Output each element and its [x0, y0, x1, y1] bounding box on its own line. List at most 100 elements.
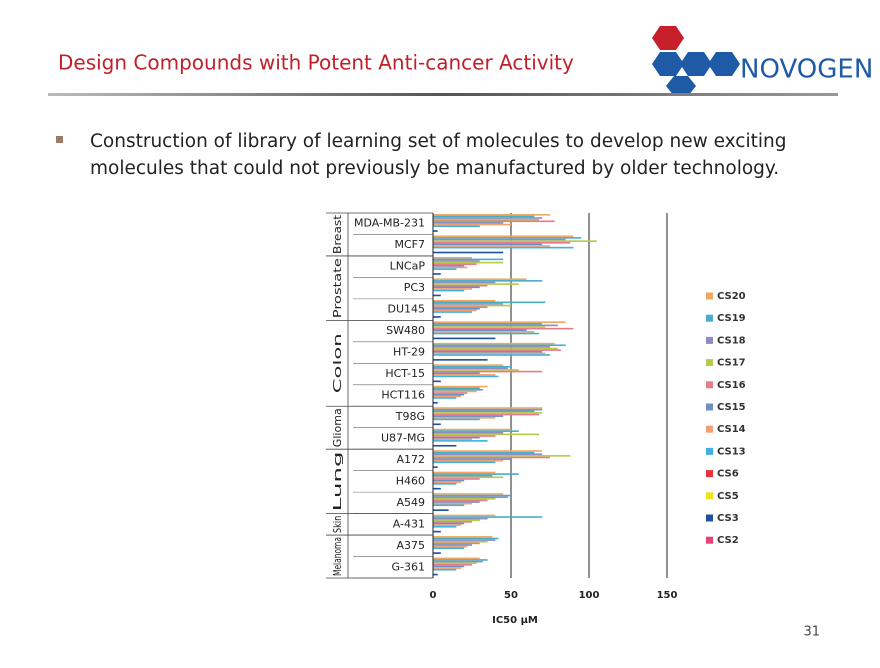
bar: [433, 564, 472, 566]
bar: [433, 367, 508, 370]
y-tick-label: H460: [396, 474, 425, 487]
logo-hex: [680, 52, 712, 76]
bar: [433, 354, 550, 356]
legend-label: CS16: [717, 380, 746, 391]
bar: [433, 542, 480, 545]
x-tick-label: 50: [504, 590, 518, 601]
bar: [433, 530, 441, 533]
bar: [433, 237, 582, 239]
group-label: Prostate: [331, 258, 344, 318]
legend-label: CS19: [717, 313, 746, 324]
bar: [433, 243, 543, 246]
bar: [433, 321, 566, 323]
bar: [433, 521, 472, 523]
bar: [433, 369, 519, 371]
bar: [433, 418, 480, 421]
bar: [433, 519, 480, 522]
bar: [433, 494, 511, 497]
bar: [433, 459, 504, 462]
bar: [433, 493, 504, 495]
legend-label: CS3: [717, 513, 739, 524]
y-tick-label: G-361: [392, 560, 426, 573]
bar: [433, 516, 543, 518]
bar: [433, 260, 480, 262]
bar: [433, 416, 496, 419]
y-tick-label: LNCaP: [390, 260, 426, 273]
y-tick-label: A172: [396, 453, 425, 466]
bar: [433, 235, 574, 238]
bar: [433, 240, 597, 242]
bar: [433, 408, 543, 411]
bar: [433, 544, 472, 546]
legend-label: CS13: [717, 446, 746, 457]
bar: [433, 499, 488, 502]
bar: [433, 350, 543, 353]
bar: [433, 545, 468, 548]
bar: [433, 324, 558, 327]
legend-swatch: [706, 425, 713, 433]
bar: [433, 301, 546, 304]
bar: [433, 387, 480, 390]
slide-title: Design Compounds with Potent Anti-cancer…: [58, 51, 574, 75]
y-tick-label: T98G: [395, 410, 425, 423]
bar: [433, 466, 438, 469]
bar: [433, 474, 493, 477]
bar: [433, 440, 488, 442]
logo-hex: [708, 52, 740, 76]
bar: [433, 303, 504, 305]
x-tick-label: 0: [430, 590, 437, 601]
y-tick-label: U87-MG: [381, 431, 425, 444]
y-tick-label: A549: [396, 496, 425, 509]
bar: [433, 412, 543, 414]
bar: [433, 375, 499, 378]
bar: [433, 509, 449, 511]
bar: [433, 222, 504, 224]
bar: [433, 246, 574, 249]
bar: [433, 374, 496, 376]
bar: [433, 567, 462, 569]
bar: [433, 223, 511, 226]
bar: [433, 461, 496, 464]
bar: [433, 307, 480, 310]
bar: [433, 331, 535, 333]
bar: [433, 256, 472, 259]
bar: [433, 284, 488, 287]
bar: [433, 342, 555, 345]
bar: [433, 245, 550, 247]
y-tick-label: HCT116: [381, 389, 425, 402]
bar: [433, 352, 546, 355]
legend-swatch: [706, 447, 713, 455]
legend-swatch: [706, 314, 713, 322]
logo-hex: [652, 52, 684, 76]
legend-swatch: [706, 292, 713, 300]
logo-hex: [652, 26, 684, 50]
bar: [433, 501, 480, 503]
bar: [433, 430, 519, 432]
bar: [433, 407, 543, 409]
bar: [433, 502, 472, 505]
bar: [433, 215, 535, 218]
bar: [433, 344, 566, 347]
bar: [433, 280, 543, 282]
group-label: Glioma: [331, 408, 344, 447]
bar: [433, 423, 441, 426]
bar: [433, 392, 468, 394]
bar: [433, 539, 496, 541]
bar: [433, 536, 493, 538]
y-tick-label: A375: [396, 539, 425, 552]
bar: [433, 311, 472, 313]
bar: [433, 514, 496, 517]
bar: [433, 456, 550, 459]
bar: [433, 220, 555, 223]
bar: [433, 478, 480, 480]
bar: [433, 218, 540, 221]
bar: [433, 380, 441, 383]
bar: [433, 431, 504, 434]
legend-swatch: [706, 470, 713, 478]
bar: [433, 395, 462, 398]
bar: [433, 436, 480, 439]
bar: [433, 266, 468, 269]
bar: [433, 241, 571, 244]
legend-swatch: [706, 536, 713, 544]
bar: [433, 479, 465, 482]
